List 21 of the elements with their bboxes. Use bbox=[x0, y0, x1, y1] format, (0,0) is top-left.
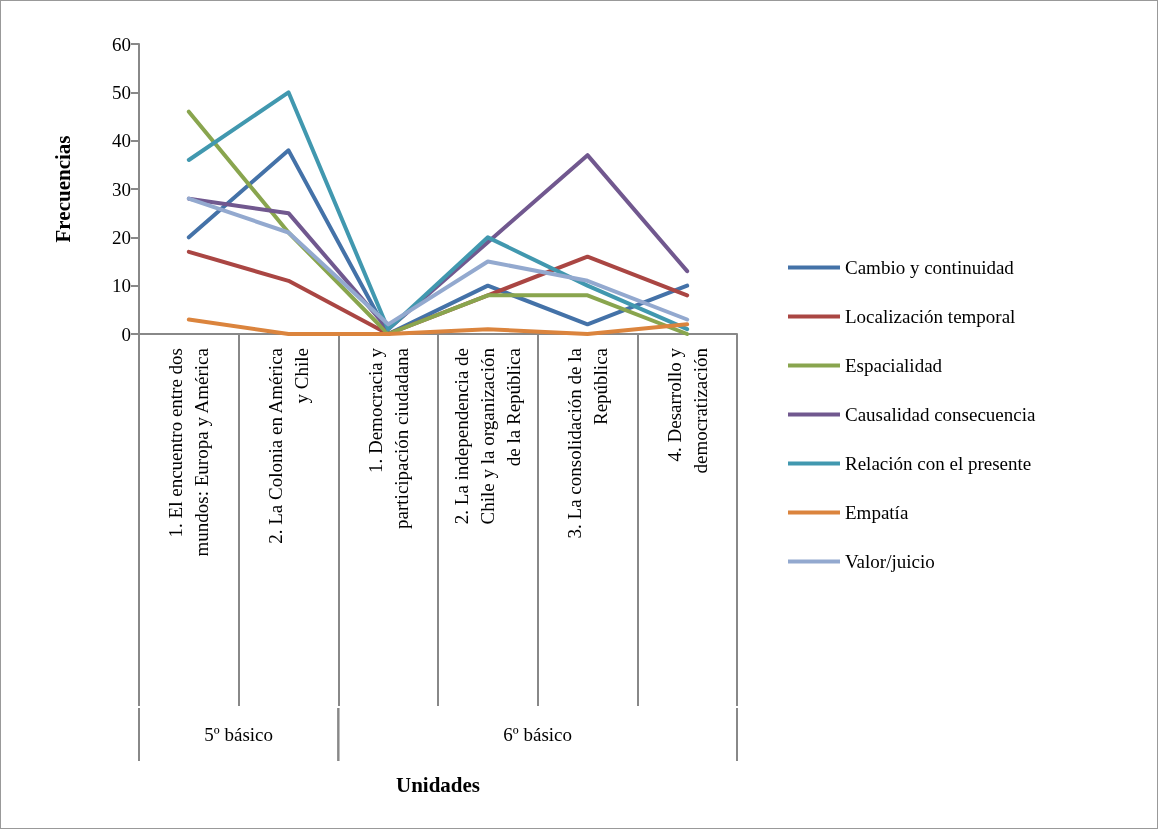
legend-label: Causalidad consecuencia bbox=[845, 404, 1037, 425]
y-tick-label: 40 bbox=[112, 130, 131, 152]
legend-label: Localización temporal bbox=[845, 306, 1016, 327]
text: 5º básico bbox=[204, 723, 274, 745]
legend-label: Espacialidad bbox=[845, 355, 943, 376]
text: Unidades bbox=[395, 773, 481, 797]
legend-label: Empatía bbox=[845, 502, 909, 523]
y-tick-label: 20 bbox=[112, 226, 131, 248]
x-tick-label: 4. Desarrollo y democratización bbox=[663, 347, 711, 474]
x-tick-label: 1. El encuentro entre dos mundos: Europa y América bbox=[165, 347, 213, 557]
y-tick-label: 50 bbox=[112, 81, 131, 103]
x-tick-label: 2. La Colonia en América y Chile bbox=[265, 347, 312, 544]
y-tick-label: 60 bbox=[112, 33, 131, 55]
legend-label: Relación con el presente bbox=[845, 453, 1032, 474]
y-tick-label: 0 bbox=[121, 323, 131, 345]
y-tick-label: 30 bbox=[112, 178, 131, 200]
y-axis-title: Frecuencias bbox=[50, 135, 75, 243]
y-tick-label: 10 bbox=[112, 275, 131, 297]
text: 6º básico bbox=[503, 723, 573, 745]
legend-label: Valor/juicio bbox=[845, 551, 935, 572]
legend-label: Cambio y continuidad bbox=[845, 257, 1015, 278]
